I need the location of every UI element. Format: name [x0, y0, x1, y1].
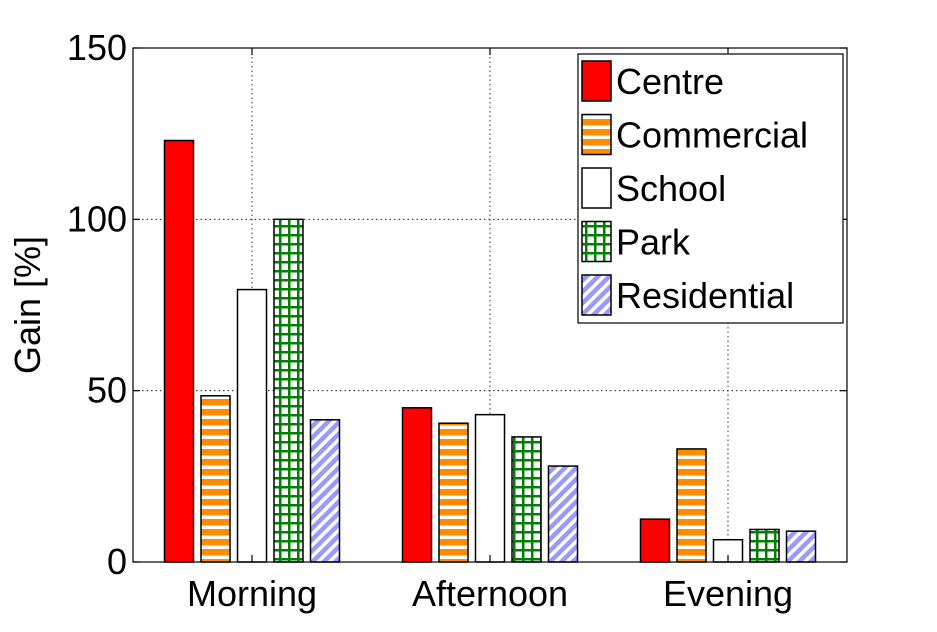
bar-afternoon-residential [547, 465, 579, 563]
bar-morning-residential [309, 419, 341, 563]
bars [163, 139, 817, 563]
bar-morning-centre [163, 139, 195, 563]
legend-swatch-school [581, 167, 612, 209]
bar-evening-park [749, 528, 780, 563]
bar-evening-commercial [676, 448, 707, 563]
legend-label-residential: Residential [616, 275, 794, 316]
bar-evening-residential [785, 530, 817, 563]
y-axis-title: Gain [%] [7, 236, 48, 374]
x-tick-label-evening: Evening [663, 573, 793, 614]
legend: Centre Commercial School Park Residential [577, 53, 844, 324]
tick-labels: 0 50 100 150 Morning Afternoon Evening [67, 27, 793, 614]
y-tick-label-0: 0 [107, 541, 127, 582]
bar-morning-commercial [200, 395, 231, 563]
y-tick-label-150: 150 [67, 27, 127, 68]
y-tick-label-100: 100 [67, 198, 127, 239]
bar-afternoon-school [474, 413, 506, 563]
bar-morning-park [273, 218, 304, 563]
bar-afternoon-commercial [438, 422, 469, 563]
bar-morning-school [236, 288, 268, 563]
legend-label-commercial: Commercial [616, 115, 808, 156]
legend-swatch-centre [581, 60, 612, 102]
bar-evening-centre [639, 518, 671, 563]
x-tick-label-morning: Morning [187, 573, 317, 614]
legend-label-centre: Centre [616, 61, 724, 102]
legend-swatch-residential [581, 274, 612, 316]
x-tick-label-afternoon: Afternoon [412, 573, 568, 614]
bar-afternoon-park [511, 436, 542, 563]
legend-label-school: School [616, 168, 726, 209]
y-tick-label-50: 50 [87, 370, 127, 411]
legend-swatch-commercial [581, 113, 612, 156]
legend-swatch-park [581, 220, 612, 263]
bar-afternoon-centre [401, 407, 433, 563]
legend-box [577, 53, 844, 324]
legend-label-park: Park [616, 222, 691, 263]
